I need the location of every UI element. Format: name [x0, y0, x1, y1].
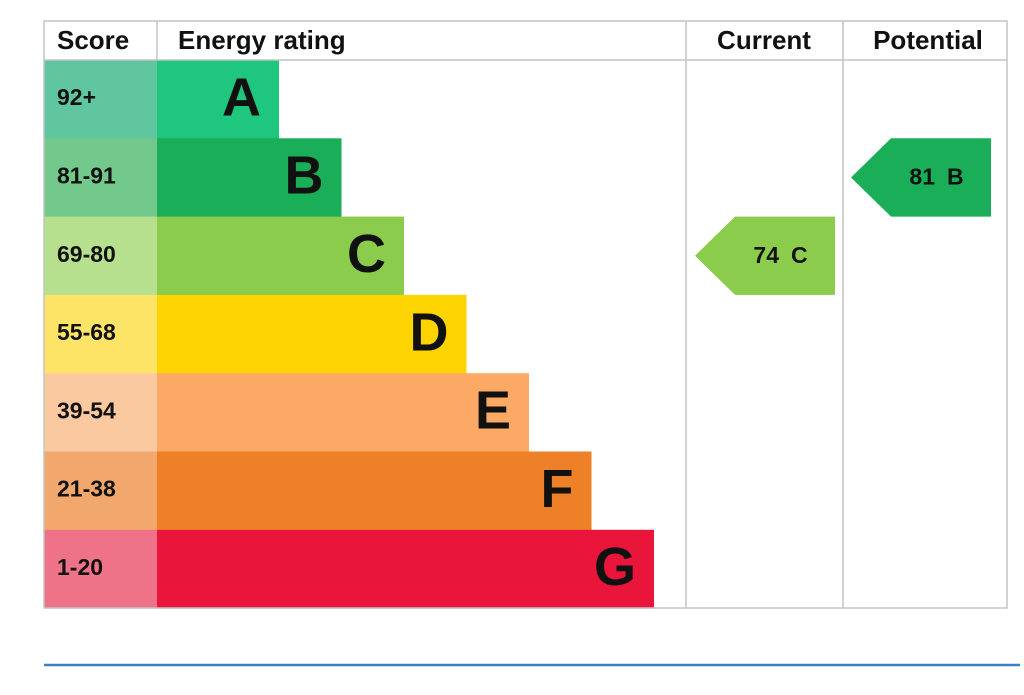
- score-cell: [44, 529, 157, 609]
- score-range: 55-68: [57, 319, 116, 345]
- header-current: Current: [717, 25, 811, 55]
- score-cell: [44, 294, 157, 374]
- score-range: 39-54: [57, 397, 116, 423]
- score-cell: [44, 373, 157, 452]
- potential-score: 81: [909, 164, 935, 190]
- score-range: 81-91: [57, 163, 116, 189]
- rating-bar: [157, 294, 467, 374]
- header-score: Score: [57, 25, 129, 55]
- current-rating: C: [791, 242, 808, 268]
- rating-bar: [157, 138, 342, 218]
- current-score: 74: [753, 242, 779, 268]
- score-cell: [44, 451, 157, 531]
- rating-letter: C: [347, 224, 386, 284]
- rating-letter: G: [594, 537, 636, 597]
- rating-bar: [157, 60, 279, 139]
- score-range: 21-38: [57, 476, 116, 502]
- score-range: 69-80: [57, 241, 116, 267]
- potential-arrow: [851, 138, 991, 217]
- potential-rating: B: [947, 164, 964, 190]
- rating-bar: [157, 373, 529, 452]
- score-range: 92+: [57, 84, 96, 110]
- table-grid: [43, 20, 1008, 609]
- rating-letter: B: [285, 146, 324, 206]
- current-arrow: [695, 216, 835, 295]
- rating-letter: E: [475, 381, 511, 441]
- table-border: [43, 20, 1008, 609]
- rating-letter: A: [222, 67, 261, 127]
- score-cell: [44, 216, 157, 296]
- rating-bar: [157, 216, 404, 296]
- rating-letter: F: [541, 459, 574, 519]
- rating-bar: [157, 529, 654, 609]
- rating-bar: [157, 451, 592, 531]
- score-cell: [44, 138, 157, 218]
- rating-letter: D: [410, 302, 449, 362]
- score-range: 1-20: [57, 554, 103, 580]
- score-cell: [44, 60, 157, 139]
- header-energy-rating: Energy rating: [178, 25, 346, 55]
- header-potential: Potential: [873, 25, 983, 55]
